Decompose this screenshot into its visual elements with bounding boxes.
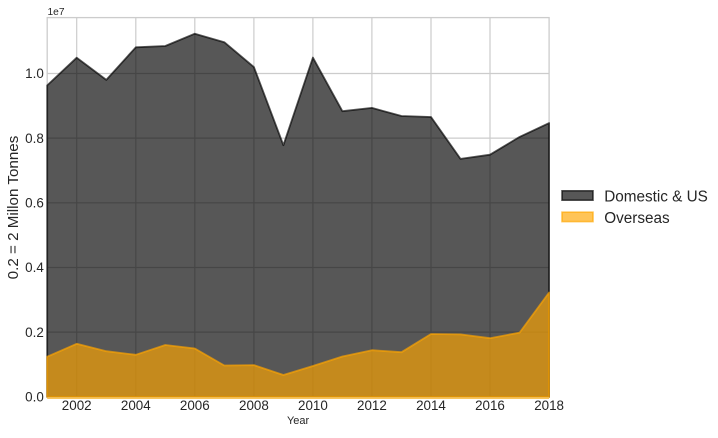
svg-text:1e7: 1e7 <box>48 7 65 18</box>
svg-text:0.4: 0.4 <box>25 260 44 275</box>
svg-text:0.2 = 2 Millon Tonnes: 0.2 = 2 Millon Tonnes <box>5 135 22 279</box>
svg-text:1.0: 1.0 <box>25 66 44 81</box>
svg-text:2006: 2006 <box>180 398 210 413</box>
svg-text:2004: 2004 <box>121 398 151 413</box>
svg-text:Year: Year <box>287 415 310 427</box>
svg-text:2014: 2014 <box>416 398 446 413</box>
svg-text:2002: 2002 <box>62 398 92 413</box>
svg-text:0.2: 0.2 <box>25 325 44 340</box>
svg-text:Domestic & US: Domestic & US <box>604 189 708 206</box>
svg-text:2010: 2010 <box>298 398 328 413</box>
svg-text:2008: 2008 <box>239 398 269 413</box>
svg-text:Overseas: Overseas <box>604 210 670 227</box>
svg-text:0.6: 0.6 <box>25 196 44 211</box>
svg-text:0.8: 0.8 <box>25 131 44 146</box>
svg-text:2018: 2018 <box>534 398 564 413</box>
svg-text:2012: 2012 <box>357 398 387 413</box>
svg-text:0.0: 0.0 <box>25 390 44 405</box>
svg-text:2016: 2016 <box>475 398 505 413</box>
